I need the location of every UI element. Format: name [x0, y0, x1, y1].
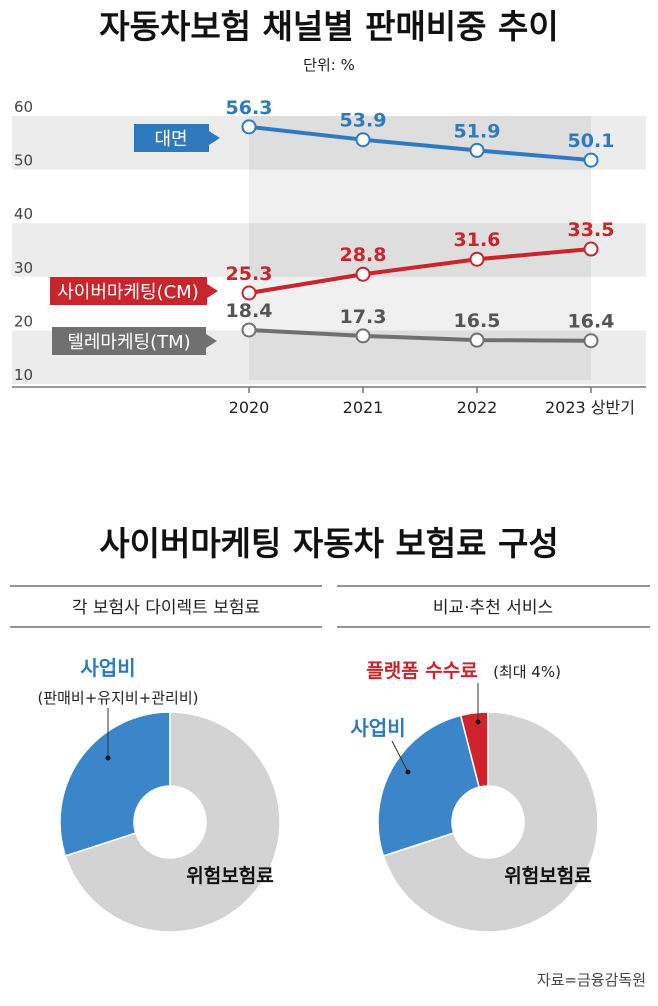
- data-point: [355, 266, 371, 282]
- legend-label-face-to-face: 대면: [154, 129, 187, 150]
- donut-direct: [59, 711, 281, 933]
- legend-tag-face-to-face: 대면: [134, 124, 220, 152]
- donut-slice: [382, 711, 599, 933]
- panel-heading-comparison: 비교·추천 서비스: [433, 598, 553, 618]
- tag-arrow: [207, 284, 218, 298]
- tag-arrow: [209, 131, 220, 145]
- data-label: 53.9: [340, 110, 387, 132]
- data-point: [583, 152, 599, 168]
- data-point: [583, 241, 599, 257]
- legend-label-cm: 사이버마케팅(CM): [57, 282, 199, 303]
- legend-tag-bg: [52, 327, 206, 355]
- data-label: 56.3: [226, 97, 273, 119]
- y-tick-label: 30: [14, 259, 33, 277]
- slice-label-operating-cost: 사업비: [80, 656, 135, 680]
- line-chart-title: 자동차보험 채널별 판매비중 추이: [99, 7, 559, 46]
- period-highlight: [249, 116, 591, 380]
- series-lines: 56.3 53.9 51.9 50.1 25.3 28.8 31.6 33.5 18.4 17.3…: [226, 97, 615, 349]
- data-point: [469, 251, 485, 267]
- x-axis-ticks: 2020 2021 2022 2023 상반기: [229, 387, 635, 417]
- leader-dot: [405, 769, 411, 775]
- data-label: 51.9: [454, 120, 501, 142]
- slice-sublabel-operating-cost: (판매비+유지비+관리비): [37, 689, 198, 707]
- tag-arrow: [206, 334, 217, 348]
- data-label: 28.8: [340, 244, 387, 266]
- panel-heading-direct: 각 보험사 다이렉트 보험료: [72, 598, 260, 618]
- y-tick-label: 60: [14, 98, 33, 116]
- data-label: 17.3: [340, 306, 387, 328]
- donut-comparison: [377, 711, 599, 933]
- data-label: 18.4: [226, 300, 273, 322]
- donut-slice: [59, 711, 171, 857]
- y-tick-label: 50: [14, 152, 33, 170]
- x-tick-label: 2021: [343, 398, 384, 417]
- data-label: 50.1: [568, 130, 615, 152]
- legend-tag-cm: 사이버마케팅(CM): [50, 277, 218, 305]
- x-tick-label: 2020: [229, 398, 270, 417]
- donut-slice: [377, 714, 480, 857]
- slice-label-platform-fee: 플랫폼 수수료: [366, 660, 478, 682]
- data-point: [583, 333, 599, 349]
- series-line: [248, 124, 592, 163]
- data-label: 16.4: [568, 311, 615, 333]
- y-tick-label: 20: [14, 312, 33, 330]
- legend-label-tm: 텔레마케팅(TM): [67, 332, 190, 353]
- unit-label: 단위: %: [303, 56, 355, 74]
- data-point: [355, 328, 371, 344]
- data-label: 33.5: [568, 219, 615, 241]
- data-point: [241, 285, 257, 301]
- series-line: [248, 327, 592, 343]
- slice-label-risk-premium-2: 위험보험료: [504, 865, 591, 887]
- data-label: 25.3: [226, 263, 273, 285]
- data-point: [469, 332, 485, 348]
- slice-label-risk-premium: 위험보험료: [186, 865, 273, 887]
- y-tick-label: 10: [14, 366, 33, 384]
- leader-dot: [105, 755, 111, 761]
- slice-label-operating-cost-2: 사업비: [350, 716, 405, 740]
- legend-tag-tm: 텔레마케팅(TM): [52, 327, 217, 355]
- donut-slice: [64, 711, 281, 933]
- data-label: 31.6: [454, 229, 501, 251]
- background-band: [12, 223, 646, 277]
- data-label: 16.5: [454, 310, 501, 332]
- x-tick-label: 2023 상반기: [545, 398, 635, 417]
- pie-section-title: 사이버마케팅 자동차 보험료 구성: [99, 524, 559, 563]
- legend-tag-bg: [50, 277, 207, 305]
- source-note: 자료=금융감독원: [537, 971, 646, 989]
- slice-sublabel-platform-fee: (최대 4%): [493, 663, 561, 681]
- x-tick-label: 2022: [457, 398, 498, 417]
- y-axis-ticks: 60 50 40 30 20 10: [14, 98, 33, 384]
- background-band: [12, 116, 646, 170]
- data-point: [241, 322, 257, 338]
- data-point: [469, 142, 485, 158]
- leader-dot: [475, 719, 481, 725]
- legend-tag-bg: [134, 124, 209, 152]
- series-line: [248, 247, 592, 295]
- leader-line: [391, 740, 409, 773]
- data-point: [241, 119, 257, 135]
- data-point: [355, 132, 371, 148]
- y-tick-label: 40: [14, 205, 33, 223]
